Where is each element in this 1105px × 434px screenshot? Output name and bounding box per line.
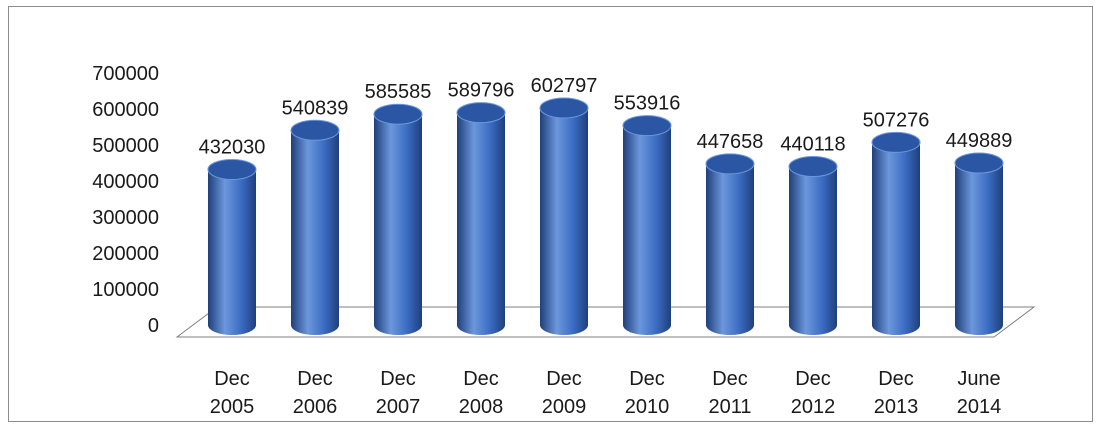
bar-top	[456, 102, 506, 124]
bar	[788, 156, 838, 335]
bar-top	[705, 153, 755, 175]
x-tick-label: Dec 2013	[874, 368, 919, 418]
bar	[705, 153, 755, 335]
y-tick-label: 0	[148, 315, 159, 337]
data-label: 447658	[697, 131, 764, 153]
y-tick-label: 600000	[92, 99, 159, 121]
data-label: 589796	[448, 80, 515, 102]
x-tick-label: Dec 2012	[791, 368, 836, 418]
y-tick-label: 500000	[92, 135, 159, 157]
bar-top	[954, 152, 1004, 174]
bar	[871, 131, 921, 335]
y-tick-label: 700000	[92, 63, 159, 85]
bar	[456, 102, 506, 336]
bar-body	[374, 114, 422, 336]
bar-body	[789, 166, 837, 335]
data-label: 440118	[780, 134, 845, 156]
x-tick-label: Dec 2005	[210, 368, 255, 418]
data-label: 602797	[531, 75, 598, 97]
bar	[622, 115, 672, 335]
bar-top	[290, 119, 340, 141]
y-tick-label: 300000	[92, 207, 159, 229]
x-tick-label: June 2014	[957, 368, 1002, 418]
bar-body	[955, 163, 1003, 335]
bar-chart: 0 100000 200000 300000 400000 500000 600000 700…	[92, 63, 1036, 418]
data-label: 553916	[614, 93, 681, 115]
data-label: 585585	[365, 81, 432, 103]
bar	[954, 152, 1004, 335]
chart-frame: 0 100000 200000 300000 400000 500000 600000 700…	[8, 6, 1093, 422]
bar-body	[540, 107, 588, 336]
x-tick-label: Dec 2011	[708, 368, 751, 418]
bar-top	[207, 158, 257, 180]
x-tick-label: Dec 2006	[293, 368, 338, 418]
data-label: 449889	[946, 130, 1013, 152]
bar-top	[539, 97, 589, 119]
bar-top	[871, 131, 921, 153]
bar-body	[706, 163, 754, 335]
y-tick-label: 400000	[92, 171, 159, 193]
bar-top	[622, 115, 672, 137]
y-tick-label: 200000	[92, 243, 159, 265]
bar-top	[373, 103, 423, 125]
bar	[290, 119, 340, 335]
bar	[539, 97, 589, 336]
bar	[207, 158, 257, 335]
bar-top	[788, 156, 838, 178]
x-tick-label: Dec 2008	[459, 368, 504, 418]
x-tick-label: Dec 2007	[376, 368, 421, 418]
bar-body	[457, 112, 505, 336]
x-tick-label: Dec 2009	[542, 368, 587, 418]
bar-body	[623, 125, 671, 335]
data-label: 507276	[863, 109, 930, 131]
y-tick-label: 100000	[92, 279, 159, 301]
x-tick-label: Dec 2010	[625, 368, 670, 418]
data-label: 540839	[282, 97, 349, 119]
data-label: 432030	[199, 136, 266, 158]
bar-body	[291, 130, 339, 335]
bar-body	[208, 169, 256, 335]
bar-body	[872, 142, 920, 335]
bar	[373, 103, 423, 336]
